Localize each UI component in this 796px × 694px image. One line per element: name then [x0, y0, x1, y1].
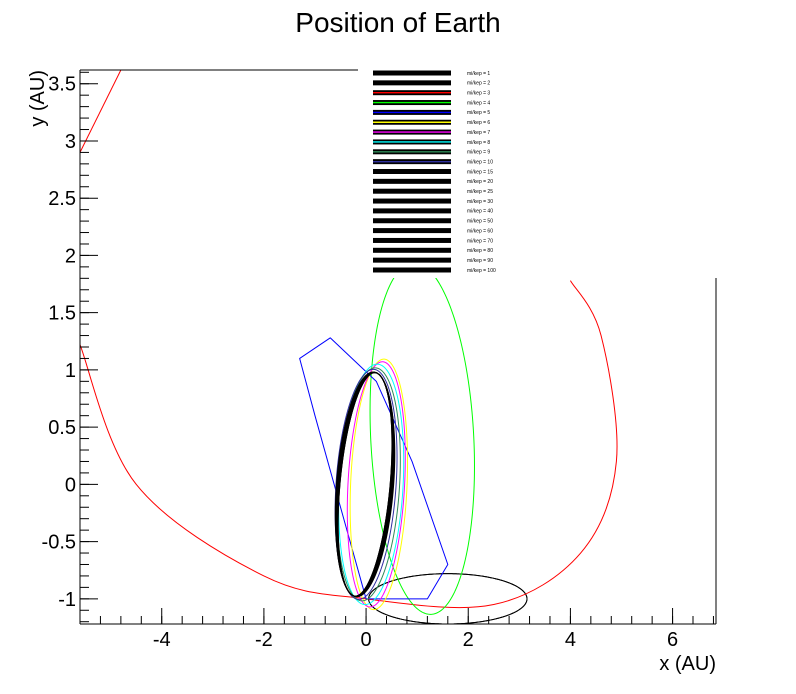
legend-entry-6-label: mi/kep = 7	[467, 130, 490, 136]
legend-entry-4-label: mi/kep = 5	[467, 110, 490, 116]
legend-entry-18-label: mi/kep = 80	[467, 248, 493, 254]
x-tick-label-3: 2	[463, 629, 474, 651]
legend-entry-11-label: mi/kep = 20	[467, 179, 493, 185]
legend-entry-12-label: mi/kep = 25	[467, 189, 493, 195]
legend-entry-19-label: mi/kep = 90	[467, 258, 493, 264]
y-tick-label-9: 3.5	[48, 74, 76, 96]
legend-entry-5-label: mi/kep = 6	[467, 120, 490, 126]
y-tick-label-1: -0.5	[42, 532, 76, 554]
x-tick-label-2: 0	[361, 629, 372, 651]
legend-entry-20-label: mi/kep = 100	[467, 268, 496, 274]
y-tick-label-6: 2	[65, 245, 76, 267]
legend-entry-8-label: mi/kep = 9	[467, 150, 490, 156]
legend-entry-2-label: mi/kep = 3	[467, 91, 490, 97]
legend-entry-7-label: mi/kep = 8	[467, 140, 490, 146]
y-tick-label-2: 0	[65, 474, 76, 496]
legend-entry-9-label: mi/kep = 10	[467, 159, 493, 165]
y-tick-label-4: 1	[65, 360, 76, 382]
y-axis-label: y (AU)	[27, 70, 49, 127]
chart-title: Position of Earth	[295, 7, 500, 38]
legend-entry-0-label: mi/kep = 1	[467, 71, 490, 77]
x-tick-label-5: 6	[667, 629, 678, 651]
legend-entry-14-label: mi/kep = 40	[467, 209, 493, 215]
x-tick-label-4: 4	[565, 629, 576, 651]
y-tick-label-5: 1.5	[48, 303, 76, 325]
legend: mi/kep = 1 mi/kep = 2 mi/kep = 3 mi/kep = 4…	[358, 66, 716, 278]
legend-entry-10-label: mi/kep = 15	[467, 169, 493, 175]
legend-entry-1-label: mi/kep = 2	[467, 81, 490, 87]
legend-entry-3-label: mi/kep = 4	[467, 100, 490, 106]
x-tick-label-1: -2	[255, 629, 273, 651]
x-axis-label: x (AU)	[659, 653, 716, 675]
legend-entry-17-label: mi/kep = 70	[467, 238, 493, 244]
legend-entry-15-label: mi/kep = 50	[467, 219, 493, 225]
y-tick-label-0: -1	[58, 589, 76, 611]
y-tick-label-8: 3	[65, 131, 76, 153]
x-tick-label-0: -4	[153, 629, 171, 651]
legend-entry-16-label: mi/kep = 60	[467, 228, 493, 234]
legend-entry-13-label: mi/kep = 30	[467, 199, 493, 205]
y-tick-label-3: 0.5	[48, 417, 76, 439]
y-tick-label-7: 2.5	[48, 188, 76, 210]
